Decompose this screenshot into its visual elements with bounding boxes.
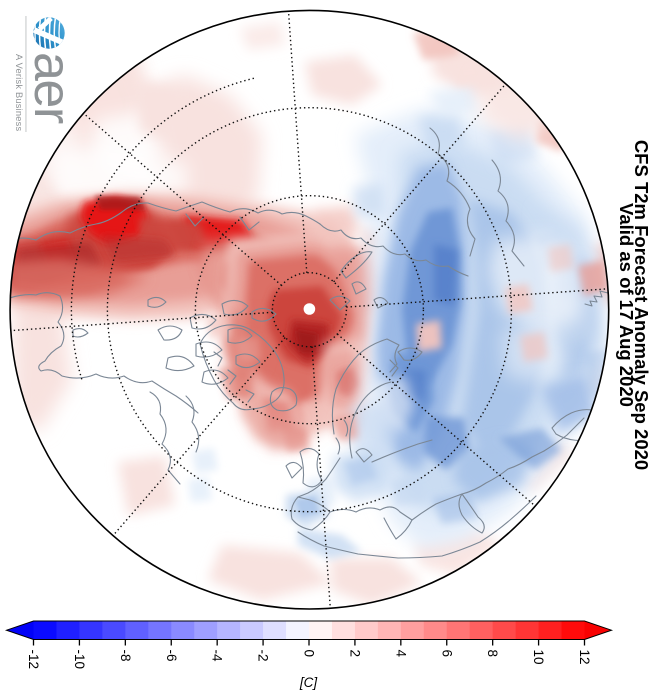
svg-text:12: 12 [577, 650, 592, 665]
svg-text:CFS T2m Forecast Anomaly Sep 2: CFS T2m Forecast Anomaly Sep 2020 [631, 140, 652, 470]
svg-text:aer: aer [23, 52, 81, 124]
svg-text:0: 0 [302, 650, 317, 658]
svg-text:A Verisk Business: A Verisk Business [14, 54, 24, 131]
svg-text:-4: -4 [210, 650, 225, 662]
svg-text:-8: -8 [118, 650, 133, 662]
svg-text:-2: -2 [256, 650, 271, 662]
svg-text:2: 2 [347, 650, 362, 658]
svg-text:-10: -10 [72, 650, 87, 670]
svg-text:10: 10 [531, 650, 546, 665]
svg-text:Valid as of 17 Aug 2020: Valid as of 17 Aug 2020 [616, 203, 637, 407]
svg-text:8: 8 [485, 650, 500, 658]
svg-text:4: 4 [393, 650, 408, 658]
svg-text:6: 6 [439, 650, 454, 658]
svg-text:-12: -12 [26, 650, 41, 670]
svg-text:-6: -6 [164, 650, 179, 662]
svg-text:[C]: [C] [299, 675, 319, 690]
